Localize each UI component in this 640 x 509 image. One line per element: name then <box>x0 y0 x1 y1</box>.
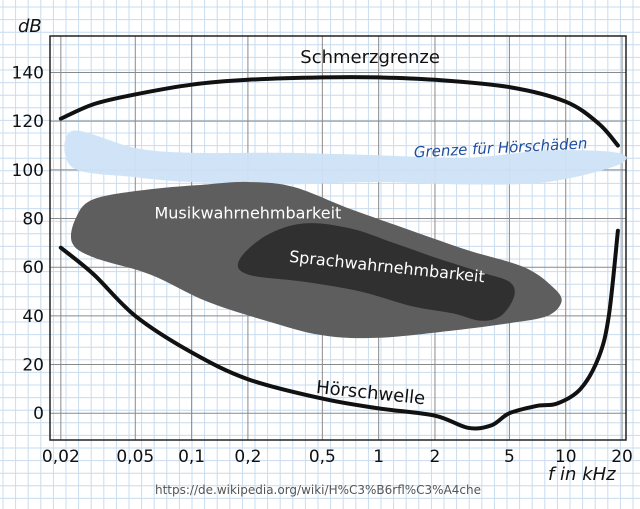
y-tick-label: 80 <box>22 210 44 230</box>
y-tick-label: 120 <box>12 112 44 132</box>
y-tick-label: 60 <box>22 258 44 278</box>
curve-schmerzgrenze <box>58 75 620 148</box>
y-tick-label: 40 <box>22 307 44 327</box>
region-sprachwahrnehmbarkeit <box>237 223 515 321</box>
x-axis-label: f in kHz <box>548 464 616 485</box>
x-tick-label: 10 <box>555 447 577 467</box>
x-tick-label: 0,2 <box>234 447 261 467</box>
y-tick-label: 100 <box>12 161 44 181</box>
x-tick-label: 2 <box>430 447 441 467</box>
y-tick-label: 0 <box>33 404 44 424</box>
x-tick-label: 0,1 <box>178 447 205 467</box>
x-tick-label: 20 <box>611 447 633 467</box>
source-url: https://de.wikipedia.org/wiki/H%C3%B6rfl… <box>155 483 481 497</box>
plot-frame <box>49 35 627 441</box>
band-grenze-für-hörschäden <box>64 130 627 185</box>
x-tick-label: 1 <box>373 447 384 467</box>
x-tick-label: 5 <box>504 447 515 467</box>
annotation-musikwahrnehmbarkeit: Musikwahrnehmbarkeit <box>154 204 341 223</box>
annotation-schmerzgrenze: Schmerzgrenze <box>300 47 440 68</box>
tick-labels: 0,02 0,05 0,1 0,2 0,5 1 2 5 10 20 0 20 40 60 80 100 120 1… <box>12 64 633 467</box>
annotation-hörschwelle: Hörschwelle <box>315 377 426 409</box>
y-tick-label: 20 <box>22 356 44 376</box>
curve-hörschwelle <box>58 228 620 431</box>
x-tick-label: 0,5 <box>309 447 336 467</box>
x-tick-label: 0,05 <box>116 447 154 467</box>
y-axis-label: dB <box>18 16 42 37</box>
y-tick-label: 140 <box>12 64 44 84</box>
x-tick-label: 0,02 <box>42 447 80 467</box>
curves-layer <box>58 75 620 431</box>
regions-layer <box>64 130 627 339</box>
